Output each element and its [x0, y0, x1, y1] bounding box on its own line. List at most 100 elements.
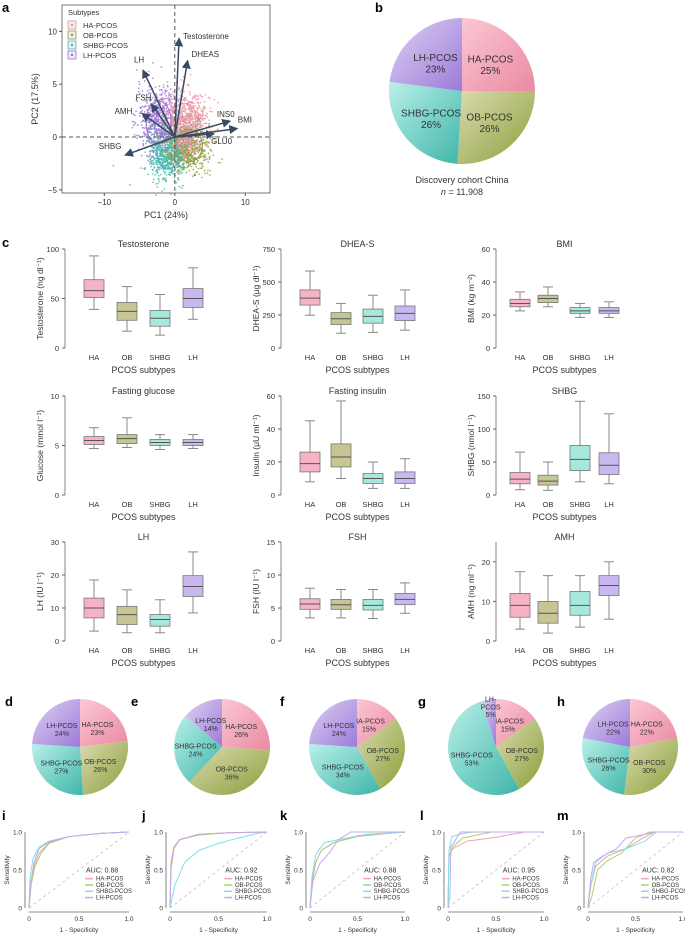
- point-lh: [155, 194, 158, 196]
- loading-arrow: [174, 59, 191, 138]
- point-lh: [151, 77, 154, 80]
- point-ha: [186, 143, 189, 146]
- point-lh: [159, 121, 162, 124]
- slice-label: HA-PCOS: [353, 718, 385, 725]
- point-ha: [187, 122, 190, 125]
- point-ha: [192, 122, 194, 125]
- point-ha: [190, 109, 192, 112]
- point-ob: [210, 150, 213, 152]
- point-ha: [198, 105, 201, 108]
- x-tick-label: 1.0: [678, 916, 685, 923]
- y-tick-label: 0: [55, 491, 59, 500]
- point-lh: [163, 97, 166, 100]
- panel-label: l: [420, 808, 424, 823]
- point-ha: [166, 112, 168, 115]
- y-axis-label: BMI (kg m⁻²): [466, 274, 476, 323]
- legend-entry: LH-PCOS: [235, 896, 262, 902]
- y-tick-label: 20: [267, 458, 275, 467]
- y-tick-label: 60: [482, 245, 490, 254]
- point-lh: [140, 124, 143, 127]
- slice-value: 36%: [225, 775, 239, 782]
- point-ob: [186, 153, 189, 156]
- point-ob: [172, 158, 175, 161]
- point-shbg: [163, 188, 166, 190]
- point-lh: [143, 80, 146, 82]
- point-ob: [207, 152, 210, 155]
- point-ob: [183, 157, 186, 160]
- x-tick-label: 0.5: [353, 916, 362, 923]
- x-tick-label: HA: [89, 646, 99, 655]
- point-ha: [180, 78, 182, 81]
- roc-curve-lh: [169, 831, 268, 909]
- point-lh: [168, 92, 170, 95]
- point-ob: [194, 174, 197, 177]
- point-ha: [181, 127, 184, 130]
- point-shbg: [150, 157, 153, 160]
- point-shbg: [153, 146, 156, 149]
- pie-slice-lh: [481, 699, 496, 747]
- point-ha: [184, 98, 186, 101]
- x-tick-label: 1.0: [124, 916, 133, 923]
- point-ob: [198, 173, 200, 176]
- point-ha: [213, 98, 216, 101]
- point-lh: [155, 104, 158, 107]
- point-lh: [155, 128, 158, 131]
- y-tick-label: 10: [51, 604, 59, 613]
- point-ha: [199, 101, 202, 104]
- point-lh: [148, 130, 150, 133]
- y-tick-label: 0: [577, 906, 581, 913]
- point-ha: [176, 133, 179, 136]
- point-shbg: [159, 173, 162, 176]
- point-shbg: [158, 168, 161, 171]
- point-ha: [181, 123, 184, 126]
- point-shbg: [165, 163, 168, 166]
- point-ob: [167, 161, 169, 164]
- point-shbg: [148, 163, 151, 166]
- slice-value: 34%: [336, 772, 350, 779]
- point-ob: [176, 166, 179, 168]
- point-shbg: [147, 137, 150, 140]
- pie-slice-ob: [357, 718, 405, 790]
- x-axis-label: 1 - Specificity: [199, 927, 238, 934]
- slice-label: SHBG-PCOS: [40, 761, 82, 768]
- legend-entry: OB-PCOS: [83, 31, 118, 40]
- x-axis-label: 1 - Specificity: [477, 927, 516, 934]
- x-tick-label: OB: [336, 500, 347, 509]
- point-lh: [165, 107, 168, 110]
- point-lh: [155, 93, 158, 95]
- point-lh: [147, 70, 150, 73]
- point-ha: [198, 126, 201, 129]
- point-ha: [196, 101, 199, 104]
- point-ha: [209, 107, 212, 109]
- slice-label: HA-PCOS: [468, 55, 514, 66]
- point-ha: [168, 116, 171, 119]
- pie-h: HA-PCOS22%OB-PCOS30%SHBG-PCOS26%LH-PCOS2…: [582, 699, 678, 795]
- y-axis-label: Sensitivity: [563, 855, 570, 885]
- roc-m: m 00 0.5 0.5 1.0 1.0 Sensitivity 1 - Specificit…: [557, 808, 685, 934]
- slice-value: 23%: [425, 64, 445, 75]
- point-ob: [188, 151, 190, 154]
- point-ha: [170, 107, 173, 109]
- point-ha: [194, 118, 196, 121]
- diagonal-line: [28, 831, 130, 909]
- point-shbg: [164, 177, 167, 180]
- point-lh: [159, 132, 161, 134]
- slice-label: LH-PCOS: [46, 723, 77, 730]
- point-ha: [168, 155, 171, 157]
- point-ha: [180, 110, 182, 113]
- point-lh: [149, 99, 151, 102]
- point-lh: [165, 97, 168, 100]
- pie-slice-lh: [582, 699, 630, 747]
- point-lh: [146, 134, 149, 137]
- pie-slice-ob: [189, 747, 270, 796]
- point-ha: [177, 145, 180, 148]
- point-ob: [169, 158, 172, 161]
- point-lh: [136, 100, 139, 103]
- x-tick-label: 0: [168, 916, 172, 923]
- point-lh: [149, 128, 151, 130]
- point-lh: [162, 106, 165, 109]
- point-lh: [149, 126, 152, 128]
- point-ob: [204, 158, 206, 161]
- box-ha: [299, 451, 321, 473]
